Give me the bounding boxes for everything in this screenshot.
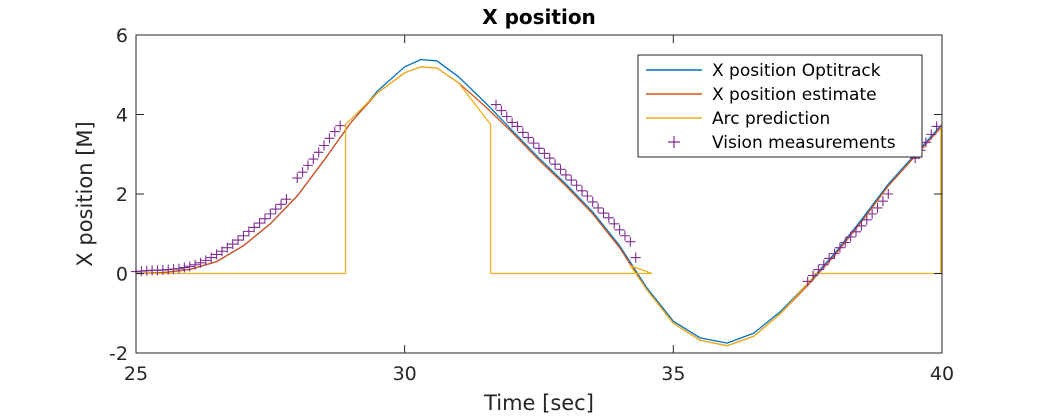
vision-measurement-marker bbox=[931, 121, 942, 132]
vision-measurement-marker bbox=[243, 226, 254, 237]
vision-measurement-marker bbox=[496, 105, 507, 116]
series-layer bbox=[131, 58, 943, 347]
series-line-1 bbox=[135, 66, 943, 347]
vision-measurement-marker bbox=[238, 230, 249, 241]
chart-title: X position bbox=[482, 5, 596, 29]
vision-measurement-marker bbox=[576, 185, 587, 196]
vision-measurement-marker bbox=[926, 129, 937, 140]
legend-entry-label: Vision measurements bbox=[712, 133, 896, 153]
vision-measurement-marker bbox=[856, 220, 867, 231]
vision-measurement-marker bbox=[845, 231, 856, 242]
vision-measurement-marker bbox=[883, 189, 894, 199]
vision-measurement-marker bbox=[603, 212, 614, 223]
vision-measurement-marker bbox=[539, 148, 550, 159]
vision-measurement-marker bbox=[593, 202, 604, 213]
vision-measurement-marker bbox=[491, 99, 502, 110]
vision-measurement-marker bbox=[566, 175, 577, 186]
vision-measurement-marker bbox=[270, 204, 281, 215]
vision-measurement-marker bbox=[297, 167, 308, 178]
vision-measurement-marker bbox=[824, 253, 835, 264]
vision-measurement-marker bbox=[254, 218, 265, 229]
vision-measurement-marker bbox=[528, 138, 539, 149]
vision-measurement-marker bbox=[281, 194, 292, 205]
vision-measurement-marker bbox=[302, 160, 313, 171]
x-tick-label: 30 bbox=[393, 363, 417, 385]
vision-measurement-marker bbox=[512, 121, 523, 132]
vision-measurement-marker bbox=[184, 261, 195, 272]
vision-measurement-marker bbox=[329, 126, 340, 137]
axes-layer: 25 30 35 40 -2 0 2 4 6 bbox=[109, 25, 954, 385]
vision-measurement-marker bbox=[319, 140, 330, 151]
vision-measurement-marker bbox=[834, 242, 845, 253]
x-tick-label: 35 bbox=[661, 363, 685, 385]
vision-measurement-marker bbox=[324, 133, 335, 144]
vision-measurement-marker bbox=[829, 248, 840, 259]
legend-box bbox=[637, 54, 923, 158]
legend-entry-label: Arc prediction bbox=[712, 109, 830, 129]
vision-measurement-marker bbox=[813, 264, 824, 275]
vision-measurement-marker bbox=[802, 276, 813, 287]
vision-measurement-marker bbox=[216, 246, 227, 257]
vision-measurement-marker bbox=[265, 208, 276, 219]
y-tick-label: 4 bbox=[116, 105, 128, 127]
vision-measurement-marker bbox=[227, 239, 238, 250]
vision-measurement-marker bbox=[190, 259, 201, 270]
y-tick-label: 2 bbox=[116, 184, 128, 206]
y-tick-label: 0 bbox=[116, 264, 128, 286]
vision-measurement-marker bbox=[523, 132, 534, 143]
vision-measurement-marker bbox=[877, 196, 888, 207]
y-tick-label: 6 bbox=[116, 25, 128, 47]
vision-measurement-marker bbox=[614, 224, 625, 235]
vision-measurement-marker bbox=[555, 164, 566, 175]
vision-measurement-marker bbox=[313, 147, 324, 158]
vision-measurement-marker bbox=[200, 255, 211, 266]
vision-measurement-marker bbox=[276, 199, 287, 210]
vision-measurement-marker bbox=[211, 249, 222, 260]
vision-measurement-marker bbox=[222, 242, 233, 253]
vision-measurement-marker bbox=[501, 111, 512, 122]
vision-measurement-marker bbox=[195, 257, 206, 268]
y-tick-label: -2 bbox=[109, 343, 128, 365]
vision-measurement-marker bbox=[630, 252, 641, 263]
vision-measurement-marker bbox=[206, 252, 217, 263]
vision-measurement-marker bbox=[179, 262, 190, 273]
legend: X position Optitrack X position estimate A… bbox=[637, 54, 923, 158]
vision-measurement-marker bbox=[867, 208, 878, 219]
vision-measurement-marker bbox=[571, 180, 582, 191]
vision-measurement-marker bbox=[861, 214, 872, 225]
x-tick-label: 25 bbox=[124, 363, 148, 385]
vision-measurement-marker bbox=[259, 213, 270, 224]
vision-measurement-marker bbox=[808, 270, 819, 281]
vision-measurement-marker bbox=[840, 237, 851, 248]
vision-measurement-marker bbox=[335, 120, 346, 131]
vision-measurement-marker bbox=[534, 143, 544, 154]
vision-measurement-marker bbox=[233, 235, 244, 246]
vision-measurement-marker bbox=[872, 202, 883, 213]
legend-entry-label: X position Optitrack bbox=[712, 61, 881, 81]
vision-measurement-marker bbox=[517, 127, 528, 138]
legend-entry-label: X position estimate bbox=[712, 85, 877, 105]
vision-measurement-marker bbox=[507, 117, 518, 128]
y-axis-label: X position [M] bbox=[73, 121, 97, 266]
vision-measurement-marker bbox=[308, 154, 319, 165]
vision-measurement-marker bbox=[550, 159, 561, 170]
legend-swatch bbox=[668, 136, 680, 148]
vision-measurement-marker bbox=[560, 169, 571, 180]
vision-measurement-marker bbox=[818, 259, 829, 270]
vision-measurement-marker bbox=[598, 208, 609, 219]
vision-measurement-marker bbox=[292, 173, 303, 184]
vision-measurement-marker bbox=[625, 236, 636, 247]
vision-measurement-marker bbox=[544, 153, 555, 164]
vision-measurement-marker bbox=[619, 230, 630, 241]
vision-measurement-marker bbox=[587, 196, 598, 207]
vision-measurement-marker bbox=[851, 226, 862, 237]
vision-measurement-marker bbox=[920, 137, 931, 148]
vision-measurement-marker bbox=[609, 218, 620, 229]
x-tick-label: 40 bbox=[930, 363, 954, 385]
x-axis-label: Time [sec] bbox=[483, 391, 594, 415]
vision-measurement-marker bbox=[173, 263, 184, 274]
vision-measurement-marker bbox=[249, 222, 260, 233]
vision-measurement-marker bbox=[582, 190, 593, 201]
